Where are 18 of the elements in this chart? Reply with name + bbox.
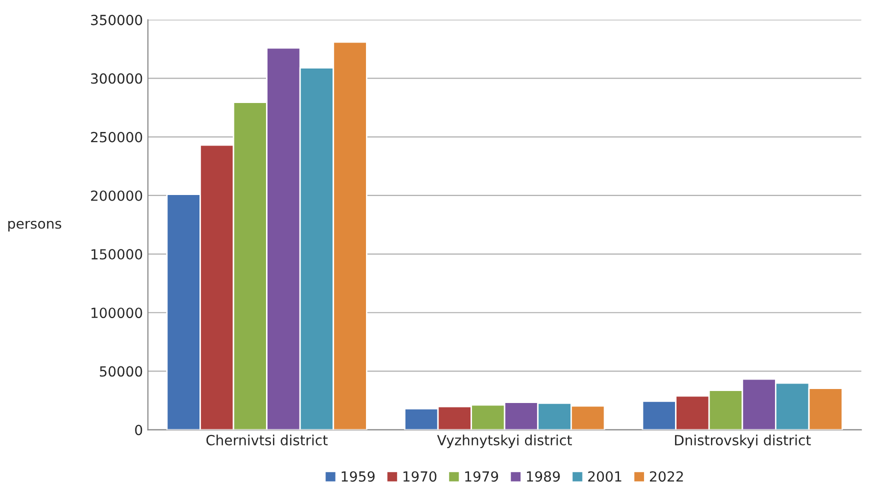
y-tick-label: 50000 bbox=[100, 366, 142, 377]
x-tick-label: Vyzhnytskyi district bbox=[437, 434, 572, 448]
legend-label: 1989 bbox=[526, 471, 560, 482]
legend-label: 1970 bbox=[403, 471, 436, 482]
x-tick-label: Chernivtsi district bbox=[206, 434, 328, 446]
y-tick-label: 200000 bbox=[91, 190, 142, 201]
legend-label: 2001 bbox=[588, 471, 622, 482]
x-tick-label: Dnistrovskyi district bbox=[675, 434, 811, 448]
legend-label: 2022 bbox=[650, 471, 683, 482]
legend-label: 1959 bbox=[342, 471, 375, 482]
y-tick-label: 350000 bbox=[91, 14, 142, 26]
y-tick-label: 250000 bbox=[91, 132, 142, 142]
y-tick-label: 150000 bbox=[92, 249, 142, 260]
y-tick-label: 300000 bbox=[91, 73, 142, 84]
legend-label: 1979 bbox=[465, 471, 498, 482]
y-tick-label: 100000 bbox=[92, 308, 142, 318]
y-axis-title: persons bbox=[8, 220, 62, 232]
y-tick-label: 0 bbox=[135, 424, 142, 436]
